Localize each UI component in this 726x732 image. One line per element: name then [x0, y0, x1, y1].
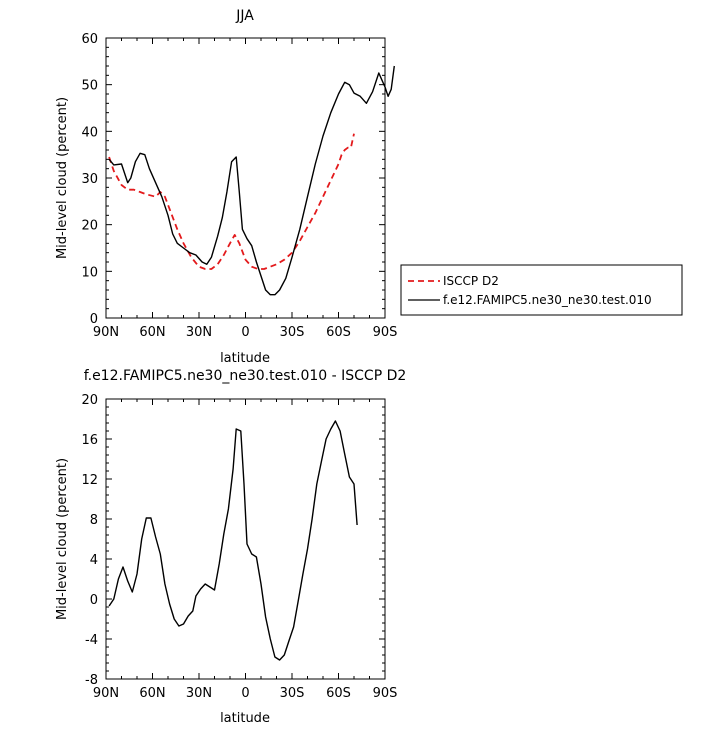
- x-tick-label: 30S: [280, 325, 305, 340]
- x-tick-label: 60S: [326, 686, 351, 701]
- y-axis-title: Mid-level cloud (percent): [55, 458, 70, 620]
- x-tick-label: 90N: [93, 686, 119, 701]
- y-tick-labels: -8 -4 0 4 8 12 16 20: [81, 393, 98, 688]
- series-line-1: [108, 133, 355, 270]
- x-tick-label: 60N: [139, 325, 165, 340]
- plot-frame: [105, 37, 386, 319]
- y-tick-label: -4: [85, 633, 98, 648]
- panel-bottom: f.e12.FAMIPC5.ne30_ne30.test.010 - ISCCP…: [55, 368, 406, 726]
- y-tick-label: 0: [90, 593, 98, 608]
- legend-label-model: f.e12.FAMIPC5.ne30_ne30.test.010: [443, 293, 652, 307]
- y-tick-label: -8: [85, 673, 98, 688]
- x-tick-label: 30N: [186, 686, 212, 701]
- legend-box: [400, 264, 683, 316]
- legend-label-isccp: ISCCP D2: [443, 274, 499, 288]
- x-tick-labels: 90N 60N 30N 0 30S 60S 90S: [93, 686, 398, 701]
- x-tick-label: 90S: [373, 325, 398, 340]
- panel-top: JJA 90N 60N 30N 0 30S 60S 90S 0 10 20 30 40 50 60 la…: [55, 8, 683, 366]
- y-tick-label: 12: [81, 473, 98, 488]
- y-tick-label: 4: [90, 553, 98, 568]
- y-tick-labels: 0 10 20 30 40 50 60: [81, 32, 98, 327]
- series-line-1: [108, 420, 358, 661]
- y-tick-label: 16: [81, 433, 98, 448]
- y-tick-label: 30: [81, 172, 98, 187]
- axis-ticks: [105, 398, 386, 680]
- x-tick-label: 0: [241, 686, 249, 701]
- x-tick-label: 90N: [93, 325, 119, 340]
- y-tick-label: 20: [81, 393, 98, 408]
- y-tick-label: 60: [81, 32, 98, 47]
- x-tick-label: 60N: [139, 686, 165, 701]
- y-axis-title: Mid-level cloud (percent): [55, 97, 70, 259]
- x-tick-label: 90S: [373, 686, 398, 701]
- axis-ticks: [105, 37, 386, 319]
- y-tick-label: 40: [81, 125, 98, 140]
- x-axis-title: latitude: [220, 711, 270, 726]
- y-tick-label: 20: [81, 219, 98, 234]
- y-tick-label: 10: [81, 265, 98, 280]
- x-tick-label: 30N: [186, 325, 212, 340]
- chart-title: JJA: [235, 8, 254, 24]
- x-tick-label: 0: [241, 325, 249, 340]
- x-axis-title: latitude: [220, 351, 270, 366]
- y-tick-label: 50: [81, 79, 98, 94]
- series-group: [108, 65, 395, 296]
- series-line-2: [108, 65, 395, 296]
- y-tick-label: 8: [90, 513, 98, 528]
- series-group: [108, 420, 358, 661]
- chart-title: f.e12.FAMIPC5.ne30_ne30.test.010 - ISCCP…: [84, 368, 407, 384]
- plot-frame: [105, 398, 386, 680]
- x-tick-label: 30S: [280, 686, 305, 701]
- x-tick-labels: 90N 60N 30N 0 30S 60S 90S: [93, 325, 398, 340]
- legend: ISCCP D2 f.e12.FAMIPC5.ne30_ne30.test.01…: [400, 264, 683, 316]
- x-tick-label: 60S: [326, 325, 351, 340]
- y-tick-label: 0: [90, 312, 98, 327]
